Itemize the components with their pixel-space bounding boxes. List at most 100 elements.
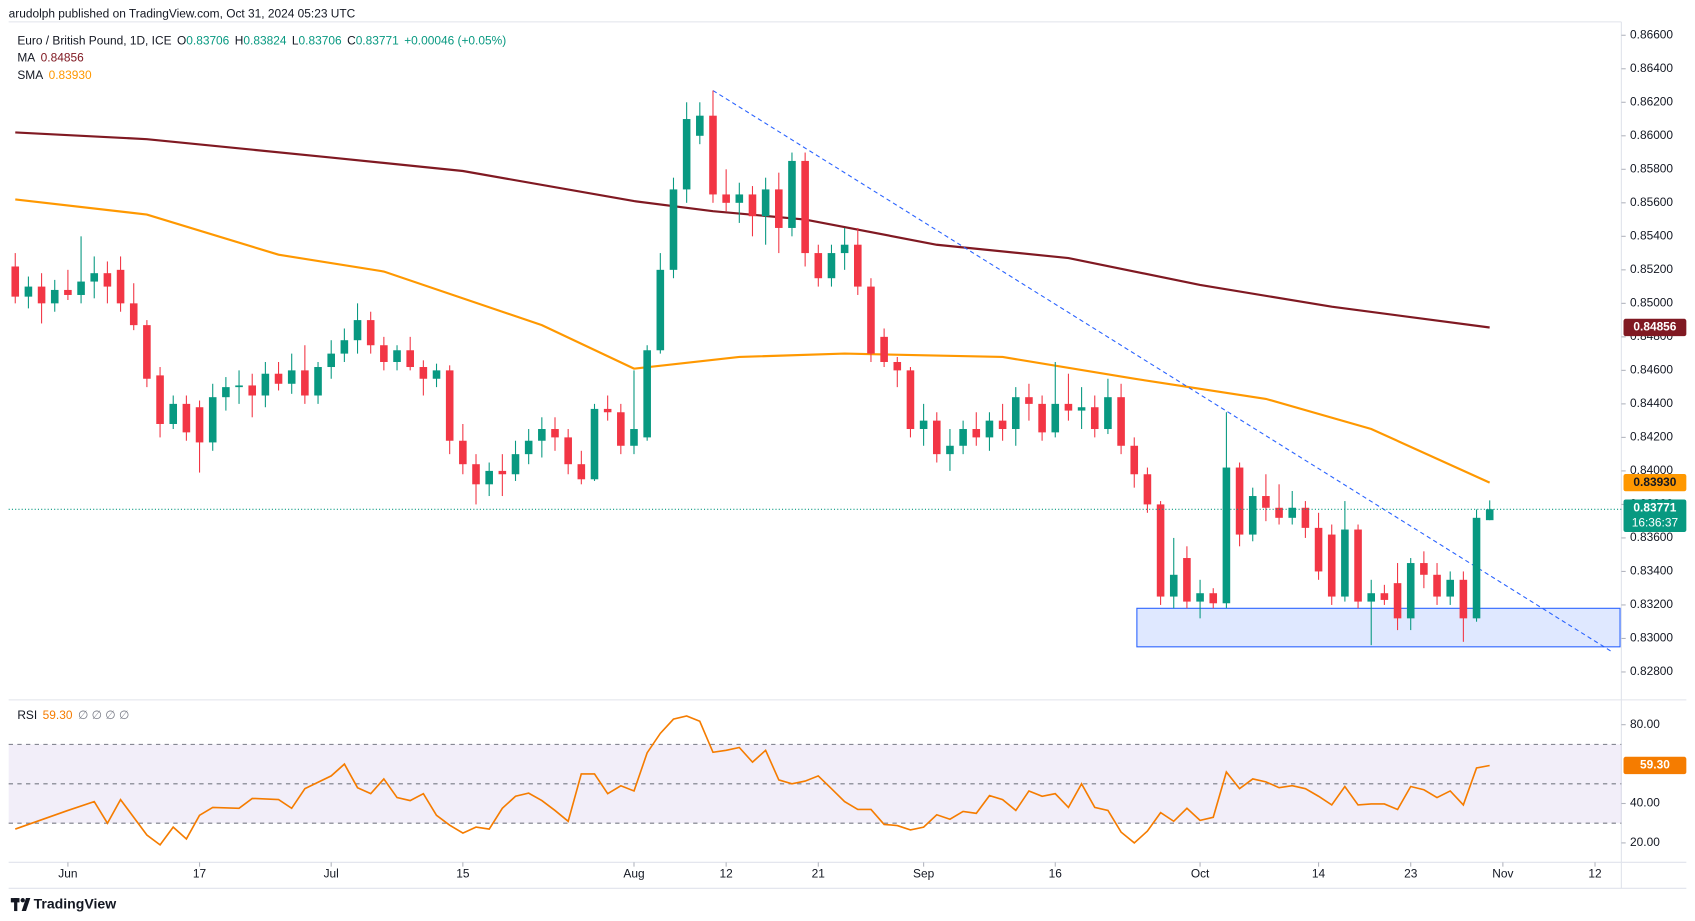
- y-tick-label: 0.84000: [1630, 463, 1673, 477]
- candle-body: [498, 470, 507, 475]
- logo-mark: [14, 898, 18, 912]
- candle-body: [1420, 563, 1428, 575]
- candle-body: [538, 429, 546, 441]
- candle-body: [643, 350, 651, 438]
- last-price-label: 0.83771: [1633, 500, 1676, 514]
- x-tick-label: 16: [1049, 866, 1063, 880]
- x-tick-label: 15: [456, 866, 470, 880]
- ma-legend: MA 0.84856: [17, 51, 84, 65]
- sma-name: SMA: [17, 68, 43, 82]
- candle-body: [301, 370, 309, 396]
- y-tick-label: 0.85400: [1630, 228, 1673, 242]
- x-tick-label: Oct: [1191, 866, 1210, 880]
- candle-body: [1025, 397, 1033, 404]
- x-tick-label: 23: [1404, 866, 1418, 880]
- candle-body: [1472, 517, 1481, 619]
- candle-body: [603, 408, 612, 413]
- candle-body: [564, 437, 572, 465]
- rsi-tick-label: 20.00: [1630, 835, 1660, 849]
- candle-body: [932, 420, 941, 455]
- candle-body: [946, 445, 954, 455]
- price-tag-label: 0.83930: [1633, 475, 1676, 489]
- candle-body: [682, 119, 691, 190]
- candle-body: [1354, 529, 1362, 602]
- candle-body: [459, 440, 467, 465]
- candle-body: [1090, 407, 1099, 430]
- logo-mark: [21, 898, 31, 912]
- change-value: +0.00046 (+0.05%): [404, 33, 506, 47]
- candle-body: [380, 345, 388, 362]
- tradingview-logo[interactable]: TradingView: [10, 895, 117, 912]
- candle-body: [709, 115, 717, 195]
- trend-line: [712, 90, 1613, 653]
- candle-body: [735, 194, 744, 203]
- candle-body: [50, 289, 59, 304]
- candle-body: [393, 350, 401, 362]
- y-tick-label: 0.85200: [1630, 262, 1673, 276]
- candle-body: [143, 325, 151, 379]
- candle-body: [1222, 467, 1231, 604]
- ma-name: MA: [17, 51, 35, 65]
- candle-body: [129, 303, 138, 326]
- candle-body: [985, 420, 994, 438]
- x-tick-label: 12: [1588, 866, 1602, 880]
- ohlc-label: L: [292, 33, 299, 47]
- price-tag: [1623, 473, 1687, 492]
- candle-body: [445, 370, 454, 441]
- y-tick-label: 0.83600: [1630, 530, 1673, 544]
- x-tick-label: 21: [812, 866, 826, 880]
- rsi-inputs: ∅ ∅ ∅ ∅: [78, 708, 129, 722]
- candle-body: [406, 350, 414, 368]
- moving-average-line: [15, 131, 1490, 329]
- candle-body: [617, 412, 625, 446]
- candle-body: [77, 281, 85, 295]
- sma-legend: SMA 0.83930: [17, 68, 92, 82]
- candle-body: [1235, 467, 1244, 535]
- candle-body: [1169, 574, 1178, 597]
- candle-body: [485, 470, 493, 485]
- candle-body: [11, 266, 20, 297]
- symbol-name: Euro / British Pound, 1D, ICE: [17, 33, 171, 47]
- candle-body: [1011, 397, 1020, 430]
- candle-body: [327, 353, 335, 368]
- candle-body: [880, 336, 888, 362]
- ohlc-value: 0.83824: [243, 33, 286, 47]
- candle-body: [1327, 534, 1336, 597]
- y-tick-label: 0.86400: [1630, 61, 1673, 75]
- logo-text: TradingView: [34, 895, 117, 911]
- countdown-label: 16:36:37: [1632, 515, 1679, 529]
- candle-body: [1064, 403, 1073, 411]
- y-tick-label: 0.86600: [1630, 27, 1673, 41]
- candle-body: [64, 289, 72, 295]
- ohlc-label: C: [347, 33, 356, 47]
- candle-body: [208, 397, 217, 443]
- candle-body: [761, 189, 770, 217]
- candle-body: [524, 440, 533, 455]
- candle-body: [1262, 496, 1270, 508]
- sma-value: 0.83930: [49, 68, 92, 82]
- y-tick-label: 0.86200: [1630, 94, 1673, 108]
- candle-body: [366, 320, 375, 346]
- candle-body: [1433, 574, 1441, 597]
- x-tick-label: 17: [193, 866, 207, 880]
- candle-body: [1341, 529, 1349, 597]
- candle-body: [1209, 593, 1218, 604]
- candle-body: [840, 244, 849, 254]
- x-tick-label: Sep: [913, 866, 935, 880]
- candle-body: [814, 253, 823, 279]
- candle-body: [1038, 403, 1046, 433]
- candle-body: [511, 454, 520, 475]
- rsi-legend: RSI 59.30 ∅ ∅ ∅ ∅: [17, 708, 129, 722]
- rsi-tag: [1623, 756, 1687, 775]
- candle-body: [235, 385, 243, 388]
- candle-body: [972, 429, 981, 438]
- candle-body: [1301, 507, 1310, 528]
- candle-body: [261, 373, 270, 396]
- candle-body: [353, 320, 362, 341]
- ohlc-value: 0.83706: [299, 33, 342, 47]
- candle-body: [103, 273, 112, 287]
- candle-body: [274, 373, 283, 384]
- candle-body: [156, 375, 164, 424]
- x-tick-label: 14: [1312, 866, 1326, 880]
